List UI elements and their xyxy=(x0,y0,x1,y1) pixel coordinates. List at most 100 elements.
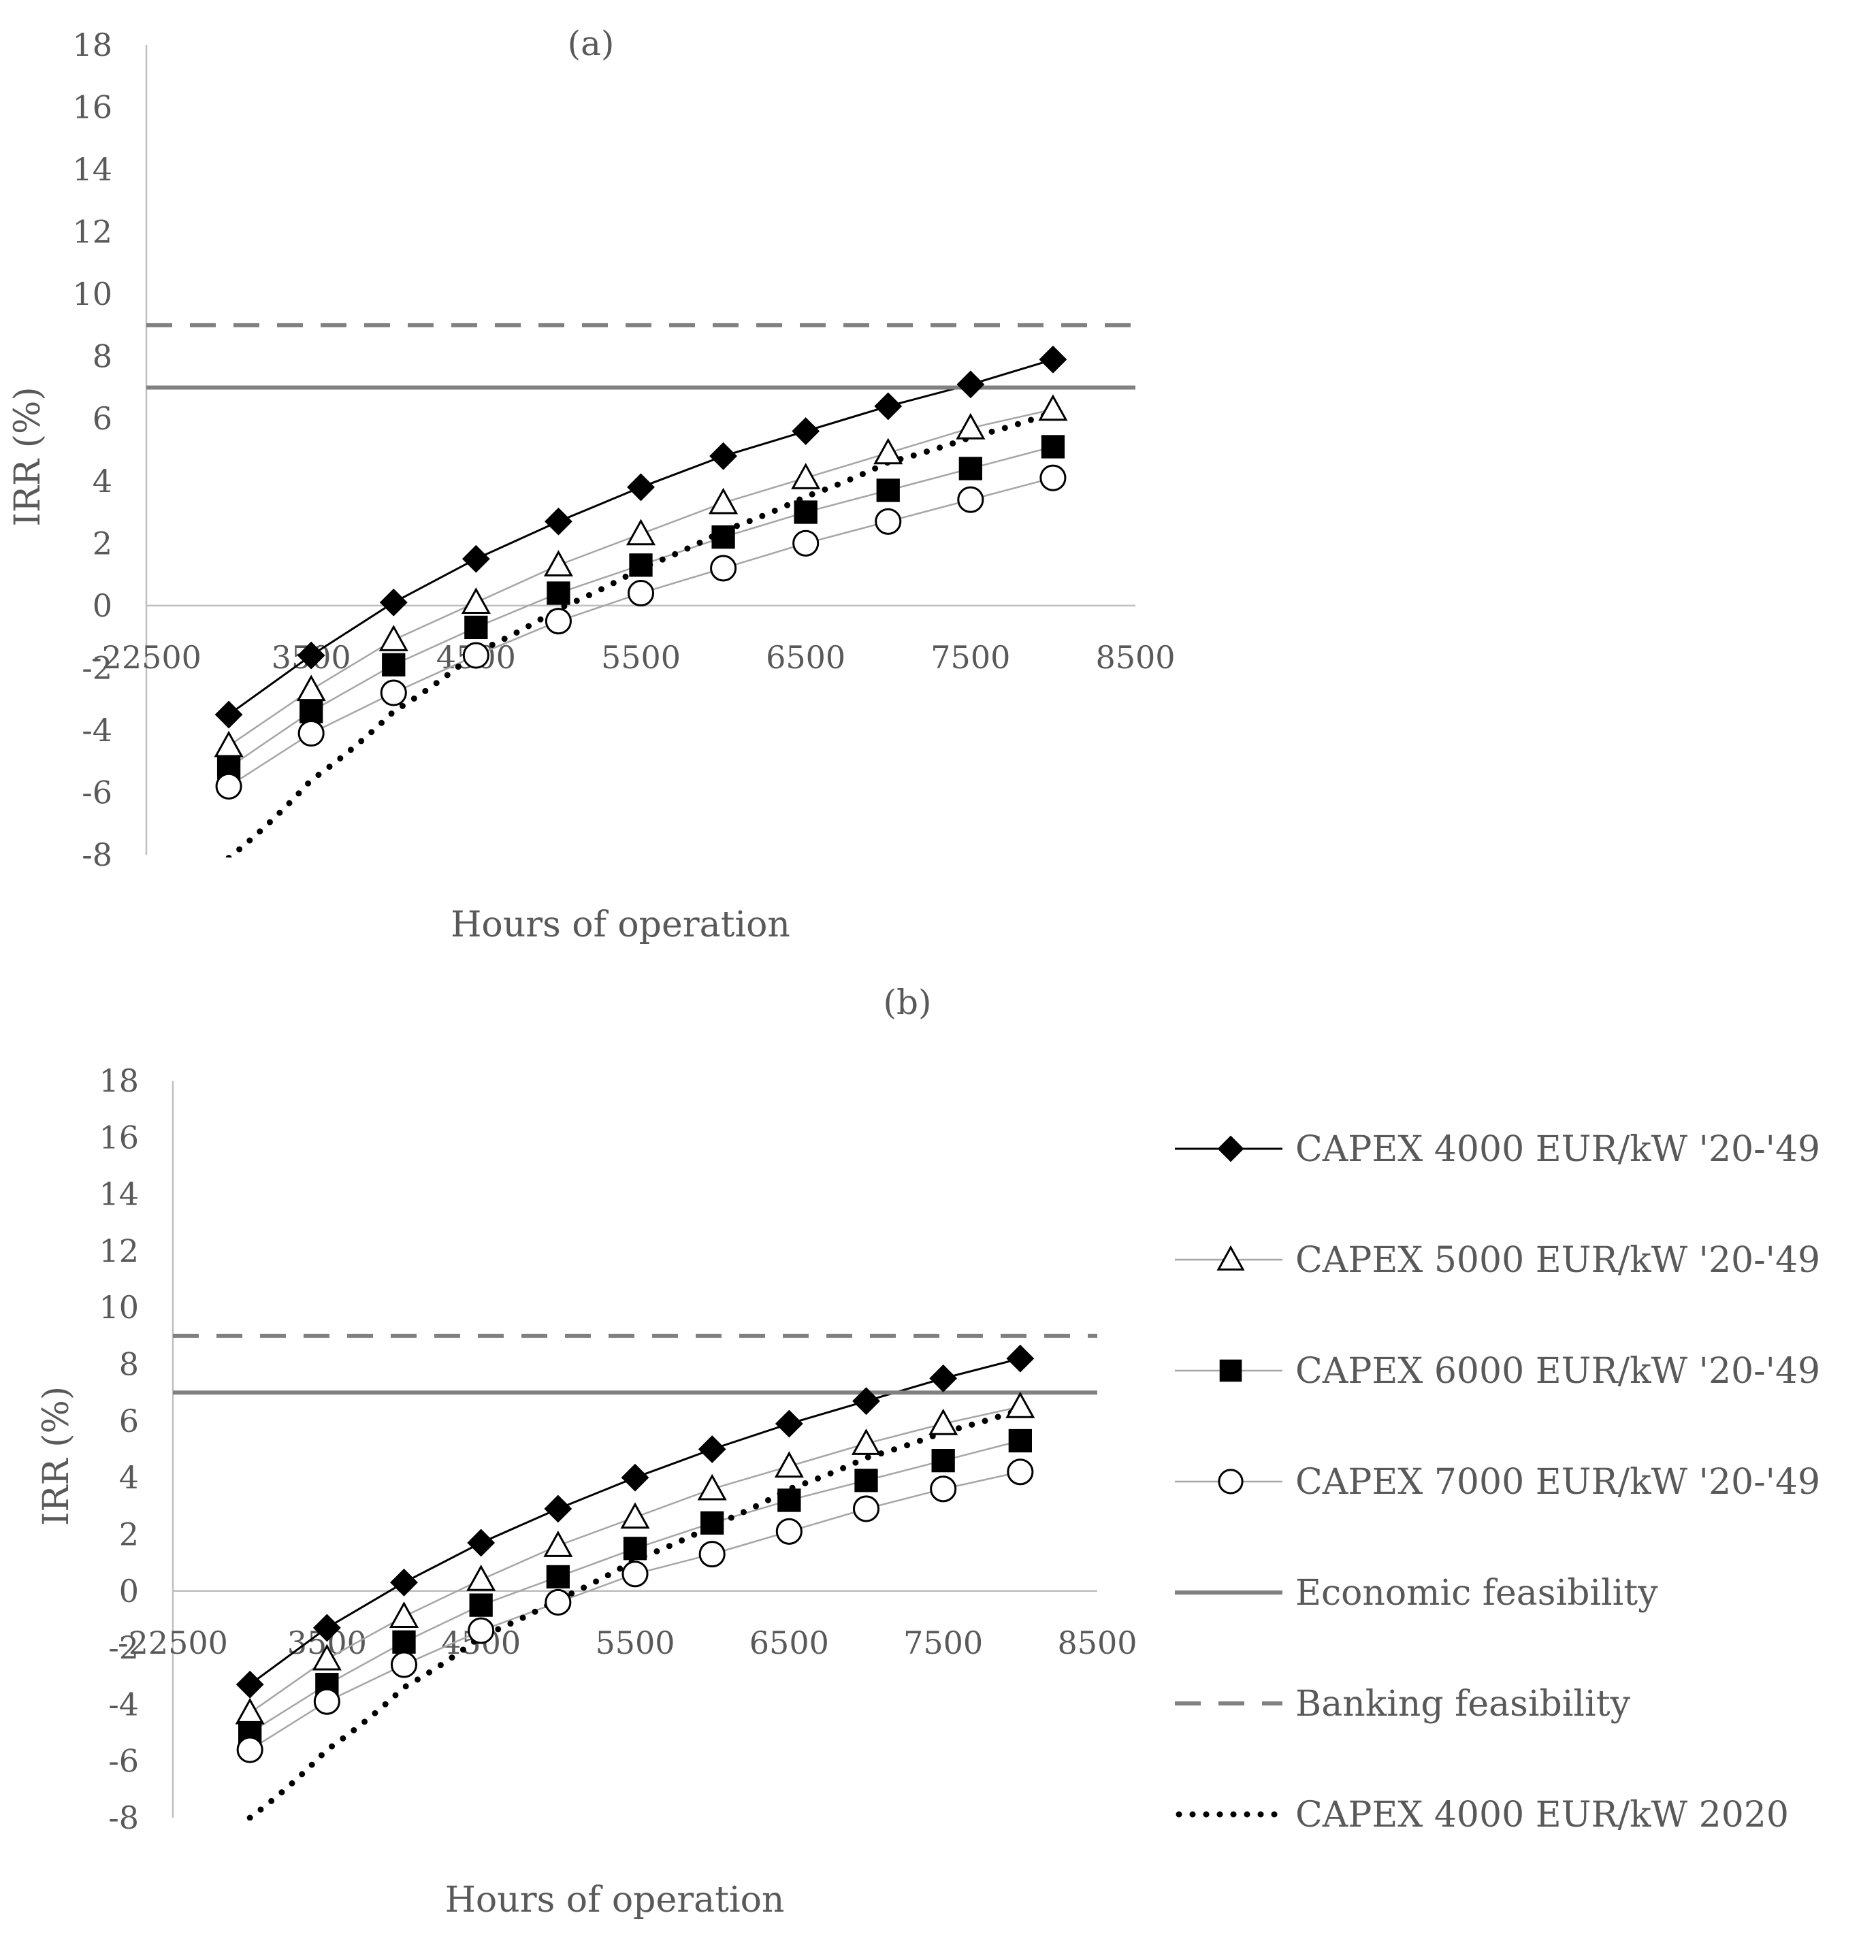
data-point-capex-6000 xyxy=(469,1593,493,1617)
data-point-capex-7000 xyxy=(621,1561,649,1588)
data-point-capex-5000 xyxy=(312,1644,342,1671)
legend-entry: Economic feasibility xyxy=(1295,1573,1658,1614)
data-point-capex-7000 xyxy=(1039,464,1067,491)
data-point-capex-4000 xyxy=(390,1568,418,1597)
data-point-capex-7000 xyxy=(390,1651,418,1678)
data-point-capex-6000 xyxy=(700,1511,724,1535)
data-point-capex-6000 xyxy=(958,457,982,480)
chart-a: -8-6-4-2024681012141618-2250035004500550… xyxy=(7,24,1176,945)
data-point-capex-4000 xyxy=(621,1463,649,1492)
data-point-capex-5000 xyxy=(1038,394,1068,421)
data-point-capex-5000 xyxy=(214,730,244,757)
data-point-capex-4000 xyxy=(544,1494,572,1523)
data-point-capex-5000 xyxy=(774,1451,804,1478)
legend-entry: Banking feasibility xyxy=(1295,1684,1631,1725)
data-point-capex-7000 xyxy=(545,608,572,635)
data-point-capex-6000 xyxy=(546,1565,570,1589)
data-point-capex-5000 xyxy=(461,587,491,614)
data-point-capex-4000 xyxy=(874,392,903,421)
data-point-capex-4000 xyxy=(236,1670,264,1699)
data-point-capex-4000 xyxy=(297,641,325,670)
x-axis-title: Hours of operation xyxy=(451,904,790,945)
y-tick-label: 18 xyxy=(72,27,112,63)
data-point-capex-7000 xyxy=(930,1475,957,1503)
data-point-capex-4000 xyxy=(1039,345,1067,374)
data-point-capex-6000 xyxy=(1008,1428,1032,1453)
data-point-capex-5000 xyxy=(928,1408,958,1435)
data-point-capex-4000 xyxy=(775,1409,803,1438)
y-tick-label: 10 xyxy=(72,276,112,312)
data-point-capex-4000 xyxy=(379,588,408,617)
y-tick-label: 14 xyxy=(99,1176,139,1213)
data-point-capex-4000 xyxy=(627,473,655,502)
data-point-capex-7000 xyxy=(236,1736,263,1763)
y-tick-label: 10 xyxy=(99,1289,139,1326)
data-point-capex-4000 xyxy=(214,700,243,729)
data-point-capex-6000 xyxy=(1041,435,1065,459)
data-point-capex-5000 xyxy=(620,1502,650,1529)
data-point-capex-7000 xyxy=(775,1518,803,1545)
y-tick-label: 12 xyxy=(72,214,112,250)
data-point-capex-5000 xyxy=(296,674,326,702)
data-point-capex-4000 xyxy=(709,442,737,470)
data-point-capex-6000 xyxy=(629,553,653,577)
y-tick-label: 0 xyxy=(119,1573,139,1610)
y-tick-label: 16 xyxy=(99,1119,139,1156)
legend-swatch-marker xyxy=(1217,1135,1244,1162)
y-tick-label: -2 xyxy=(82,649,112,686)
data-point-capex-7000 xyxy=(545,1588,572,1616)
x-tick-label: 7500 xyxy=(903,1624,983,1661)
data-point-capex-5000 xyxy=(1005,1391,1035,1418)
y-tick-label: 4 xyxy=(119,1459,139,1496)
data-point-capex-6000 xyxy=(623,1537,647,1561)
y-tick-label: 2 xyxy=(93,525,112,561)
y-tick-label: -8 xyxy=(82,836,112,873)
y-tick-label: -8 xyxy=(108,1799,139,1836)
data-point-capex-6000 xyxy=(300,700,323,723)
data-point-capex-6000 xyxy=(711,525,735,549)
x-tick-label: 8500 xyxy=(1057,1624,1137,1661)
data-point-capex-5000 xyxy=(873,438,903,465)
y-tick-label: 4 xyxy=(93,463,112,500)
data-point-capex-6000 xyxy=(464,615,488,640)
legend-entry: CAPEX 4000 EUR/kW 2020 xyxy=(1295,1795,1789,1835)
data-point-capex-5000 xyxy=(378,625,408,651)
y-tick-label: -4 xyxy=(108,1686,139,1722)
x-tick-label: 6500 xyxy=(749,1624,829,1661)
data-point-capex-5000 xyxy=(697,1473,727,1501)
x-tick-label: 8500 xyxy=(1095,639,1175,676)
data-point-capex-5000 xyxy=(851,1428,882,1455)
y-tick-label: -4 xyxy=(82,712,112,749)
legend-swatch-marker xyxy=(1216,1245,1245,1271)
data-point-capex-6000 xyxy=(854,1469,878,1492)
data-point-capex-7000 xyxy=(462,642,489,669)
y-tick-label: -6 xyxy=(108,1743,139,1780)
data-point-capex-4000 xyxy=(852,1387,880,1416)
y-tick-label: 8 xyxy=(93,338,112,375)
data-point-capex-7000 xyxy=(1007,1458,1034,1486)
data-point-capex-7000 xyxy=(698,1541,726,1568)
data-point-capex-7000 xyxy=(380,679,407,706)
data-point-capex-4000 xyxy=(312,1614,341,1642)
data-point-capex-7000 xyxy=(710,555,737,582)
data-point-capex-7000 xyxy=(875,508,902,535)
y-tick-label: 16 xyxy=(72,89,112,126)
x-tick-label: 5500 xyxy=(595,1624,675,1661)
data-point-capex-6000 xyxy=(931,1449,955,1473)
data-point-capex-4000 xyxy=(956,370,985,399)
y-tick-label: 18 xyxy=(99,1062,139,1099)
y-tick-label: 2 xyxy=(119,1516,139,1552)
data-point-capex-7000 xyxy=(215,772,242,800)
data-point-capex-7000 xyxy=(468,1617,495,1644)
legend-entry: CAPEX 5000 EUR/kW '20-'49 xyxy=(1295,1240,1820,1281)
data-point-capex-4000 xyxy=(929,1364,958,1392)
chart-title: (b) xyxy=(883,983,931,1022)
y-tick-label: -2 xyxy=(108,1629,139,1666)
data-point-capex-5000 xyxy=(791,463,821,489)
data-point-capex-7000 xyxy=(852,1495,880,1522)
y-tick-label: 14 xyxy=(72,151,112,188)
data-point-capex-4000 xyxy=(1006,1344,1035,1373)
data-point-capex-4000 xyxy=(792,417,820,445)
data-point-capex-6000 xyxy=(777,1488,801,1512)
data-point-capex-5000 xyxy=(543,1531,573,1557)
